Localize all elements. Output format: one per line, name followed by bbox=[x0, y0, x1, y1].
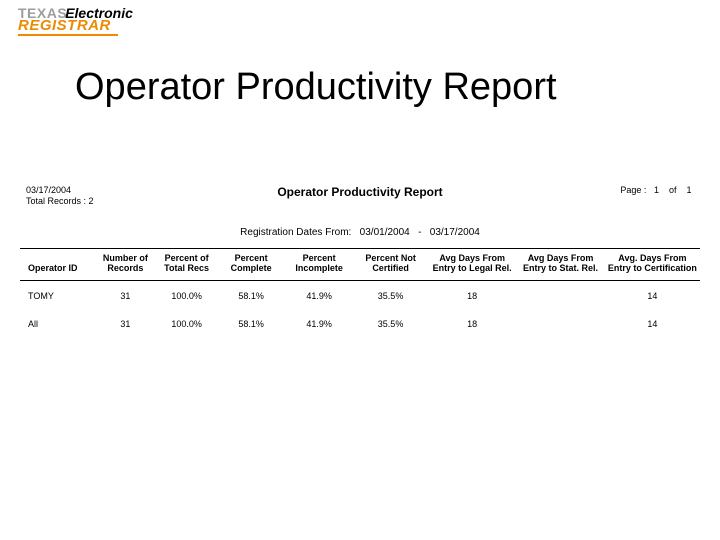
table-header-row: Operator ID Number of Records Percent of… bbox=[20, 249, 700, 281]
col-percent-total: Percent of Total Recs bbox=[156, 249, 217, 281]
page-of-label: of bbox=[669, 185, 677, 195]
table-body: TOMY 31 100.0% 58.1% 41.9% 35.5% 18 14 A… bbox=[20, 280, 700, 337]
cell-num-records: 31 bbox=[95, 280, 156, 309]
col-percent-not-certified: Percent Not Certified bbox=[353, 249, 428, 281]
cell-operator-id: All bbox=[20, 309, 95, 337]
table-row: All 31 100.0% 58.1% 41.9% 35.5% 18 14 bbox=[20, 309, 700, 337]
report-header: 03/17/2004 Total Records : 2 Operator Pr… bbox=[20, 185, 700, 213]
cell-avg-cert: 14 bbox=[605, 309, 700, 337]
cell-pct-total: 100.0% bbox=[156, 280, 217, 309]
cell-pct-incomplete: 41.9% bbox=[285, 309, 353, 337]
cell-pct-incomplete: 41.9% bbox=[285, 280, 353, 309]
cell-num-records: 31 bbox=[95, 309, 156, 337]
total-records-value: 2 bbox=[89, 196, 94, 206]
brand-underline bbox=[18, 34, 118, 36]
cell-pct-total: 100.0% bbox=[156, 309, 217, 337]
cell-pct-not-cert: 35.5% bbox=[353, 309, 428, 337]
report-date: 03/17/2004 bbox=[26, 185, 94, 196]
report-total-records: Total Records : 2 bbox=[26, 196, 94, 207]
cell-avg-stat bbox=[516, 309, 604, 337]
cell-avg-legal: 18 bbox=[428, 309, 516, 337]
cell-pct-complete: 58.1% bbox=[217, 309, 285, 337]
cell-avg-cert: 14 bbox=[605, 280, 700, 309]
total-records-label: Total Records : bbox=[26, 196, 86, 206]
report-title: Operator Productivity Report bbox=[277, 185, 442, 199]
col-percent-complete: Percent Complete bbox=[217, 249, 285, 281]
col-percent-incomplete: Percent Incomplete bbox=[285, 249, 353, 281]
page-label: Page : bbox=[620, 185, 646, 195]
page-total: 1 bbox=[684, 185, 694, 195]
page-title: Operator Productivity Report bbox=[75, 66, 557, 109]
productivity-table: Operator ID Number of Records Percent of… bbox=[20, 248, 700, 337]
range-to: 03/17/2004 bbox=[430, 227, 480, 238]
report-region: 03/17/2004 Total Records : 2 Operator Pr… bbox=[20, 185, 700, 337]
col-avg-days-stat: Avg Days From Entry to Stat. Rel. bbox=[516, 249, 604, 281]
cell-pct-not-cert: 35.5% bbox=[353, 280, 428, 309]
col-number-records: Number of Records bbox=[95, 249, 156, 281]
range-label: Registration Dates From: bbox=[240, 227, 351, 238]
cell-avg-legal: 18 bbox=[428, 280, 516, 309]
slide-page: TEXAS Electronic REGISTRAR Operator Prod… bbox=[0, 0, 720, 540]
range-separator: - bbox=[418, 227, 421, 238]
table-row: TOMY 31 100.0% 58.1% 41.9% 35.5% 18 14 bbox=[20, 280, 700, 309]
brand-logo: TEXAS Electronic REGISTRAR bbox=[18, 6, 133, 36]
col-operator-id: Operator ID bbox=[20, 249, 95, 281]
table-header: Operator ID Number of Records Percent of… bbox=[20, 249, 700, 281]
registration-date-range: Registration Dates From: 03/01/2004 - 03… bbox=[20, 227, 700, 238]
report-header-left: 03/17/2004 Total Records : 2 bbox=[26, 185, 94, 208]
col-avg-days-cert: Avg. Days From Entry to Certification bbox=[605, 249, 700, 281]
col-avg-days-legal: Avg Days From Entry to Legal Rel. bbox=[428, 249, 516, 281]
range-from: 03/01/2004 bbox=[360, 227, 410, 238]
cell-operator-id: TOMY bbox=[20, 280, 95, 309]
report-pagination: Page : 1 of 1 bbox=[620, 185, 694, 195]
cell-avg-stat bbox=[516, 280, 604, 309]
cell-pct-complete: 58.1% bbox=[217, 280, 285, 309]
page-current: 1 bbox=[651, 185, 661, 195]
